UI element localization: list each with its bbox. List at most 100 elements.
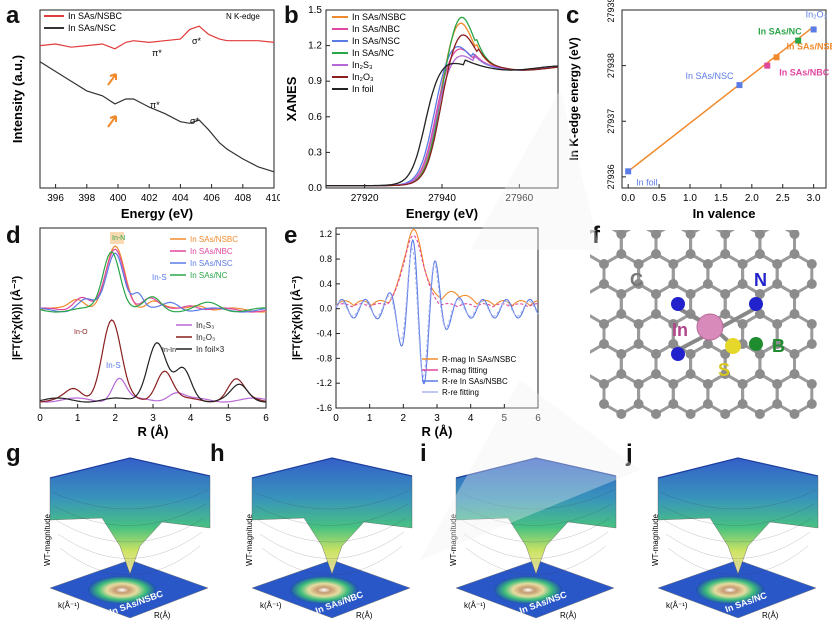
panel-label-h: h xyxy=(210,440,225,467)
atom-c-151 xyxy=(651,369,661,379)
atom-c-175 xyxy=(789,369,800,379)
x-axis-label-b: Energy (eV) xyxy=(406,206,478,221)
wt-gridline-0-2 xyxy=(53,503,207,526)
atom-c-110 xyxy=(616,349,627,359)
series-line-d-3 xyxy=(39,251,267,313)
legend-label-b-1: In SAs/NBC xyxy=(352,24,401,34)
x-tick-label-b-1: 27940 xyxy=(428,193,456,204)
atom-c-80 xyxy=(633,319,644,329)
x-tick-label-a-2: 400 xyxy=(110,193,127,204)
atom-c-164 xyxy=(702,379,713,389)
atom-c-6 xyxy=(651,230,661,239)
chart-c: In foil In SAs/NSC In SAs/NBC In SAs/NSBC In… xyxy=(567,0,832,221)
atom-c-43 xyxy=(668,279,679,289)
atom-c-79 xyxy=(651,309,661,319)
atom-c-19 xyxy=(720,249,731,259)
x-axis-label-d: R (Å) xyxy=(137,424,168,439)
atom-c-210 xyxy=(806,379,817,389)
wt-gridline-3-2 xyxy=(661,503,815,526)
y-tick-label-e-7: -1.6 xyxy=(316,403,332,413)
wt-gridline-3-1 xyxy=(659,489,817,510)
atom-c-206 xyxy=(754,409,765,419)
atom-c-111 xyxy=(599,339,609,349)
atom-in xyxy=(696,313,724,341)
atom-c-39 xyxy=(599,279,609,289)
legend-label-a-0: In SAs/NSBC xyxy=(68,11,123,21)
y-tick-label-e-1: 0.8 xyxy=(319,254,332,264)
wt-gridline-2-4 xyxy=(463,531,609,559)
point-label-c-3: In SAs/NSBC xyxy=(787,41,832,51)
atom-c-146 xyxy=(599,379,609,389)
x-tick-label-e-3: 3 xyxy=(434,413,440,424)
atom-c-66 xyxy=(806,259,817,269)
atom-n-3 xyxy=(671,347,685,361)
panel-label-j: j xyxy=(626,440,633,467)
annotation-a-1: σ* xyxy=(192,36,202,46)
atom-c-98 xyxy=(737,319,748,329)
atom-c-61 xyxy=(772,279,783,289)
panel-label-a: a xyxy=(6,2,20,29)
atom-c-170 xyxy=(737,379,748,389)
scatter-point-c-5 xyxy=(810,26,817,33)
wt-zlabel-h: WT-magnitude xyxy=(245,513,254,566)
annotation-d-1: In-S xyxy=(152,273,167,282)
atom-label-s: S xyxy=(718,360,730,380)
atom-c-157 xyxy=(685,369,696,379)
atom-c-20 xyxy=(702,259,713,269)
panel-label-i: i xyxy=(420,440,427,467)
wt-xlabel-h: R(Å) xyxy=(356,611,373,620)
atom-c-73 xyxy=(616,309,627,319)
x-tick-label-a-1: 398 xyxy=(78,193,95,204)
atom-b xyxy=(749,337,763,351)
atom-c-7 xyxy=(651,249,661,259)
wt-contour-0 xyxy=(88,576,156,604)
atom-c-62 xyxy=(754,289,765,299)
annotation-d-0: In-N xyxy=(112,235,125,242)
wt-zlabel-j: WT-magnitude xyxy=(651,513,660,566)
x-tick-label-a-7: 410 xyxy=(266,193,280,204)
y-tick-label-b-1: 0.3 xyxy=(308,147,322,158)
atom-c-163 xyxy=(720,369,731,379)
panel-label-d: d xyxy=(6,222,21,249)
plot-frame-c xyxy=(621,9,827,189)
atom-c-122 xyxy=(685,349,696,359)
atom-c-12 xyxy=(685,230,696,239)
atom-c-145 xyxy=(616,369,627,379)
atom-c-134 xyxy=(754,349,765,359)
x-tick-label-e-0: 0 xyxy=(333,413,339,424)
atom-c-183 xyxy=(599,399,609,409)
y-tick-label-c-0: 27936 xyxy=(606,164,616,189)
point-label-c-5: In₂O₃ xyxy=(806,9,828,19)
wt-gridline-2-1 xyxy=(457,489,615,510)
y-tick-label-b-3: 0.9 xyxy=(308,76,322,87)
y-axis-label-d: |FT(k²χ(k))| (Å⁻³) xyxy=(10,276,23,361)
chart-d: 0 1 2 3 4 5 6 In SAs/NSBC In SAs/NBC In SAs/NSC I… xyxy=(10,227,269,439)
x-tick-label-d-3: 3 xyxy=(150,413,156,424)
atom-c-200 xyxy=(720,409,731,419)
x-tick-label-d-0: 0 xyxy=(37,413,43,424)
atom-c-91 xyxy=(720,309,731,319)
legend-label-b-0: In SAs/NSBC xyxy=(352,12,407,22)
atom-c-31 xyxy=(789,249,800,259)
arrow-a-1 xyxy=(107,115,117,128)
scatter-point-c-2 xyxy=(764,62,771,69)
atom-c-55 xyxy=(737,279,748,289)
atom-c-121 xyxy=(702,339,713,349)
x-tick-label-d-1: 1 xyxy=(75,413,81,424)
scatter-point-c-3 xyxy=(773,54,780,61)
atom-n-1 xyxy=(671,297,685,311)
wt-gridline-1-4 xyxy=(259,531,405,559)
atom-c-194 xyxy=(685,409,696,419)
atom-c-30 xyxy=(789,230,800,239)
panel-label-e: e xyxy=(284,222,298,249)
atom-c-49 xyxy=(702,279,713,289)
atom-c-26 xyxy=(737,259,748,269)
x-tick-label-c-6: 3.0 xyxy=(807,193,821,204)
atom-c-193 xyxy=(702,399,713,409)
atom-c-97 xyxy=(754,309,765,319)
atom-c-37 xyxy=(633,279,644,289)
x-tick-label-d-2: 2 xyxy=(113,413,119,424)
wt-xlabel-i: R(Å) xyxy=(560,611,577,620)
chart-b: 27920 27940 27960 0.0 0.3 0.6 0.9 1.2 1.5 In SAs… xyxy=(284,5,559,221)
wt-zlabel-i: WT-magnitude xyxy=(449,513,458,566)
